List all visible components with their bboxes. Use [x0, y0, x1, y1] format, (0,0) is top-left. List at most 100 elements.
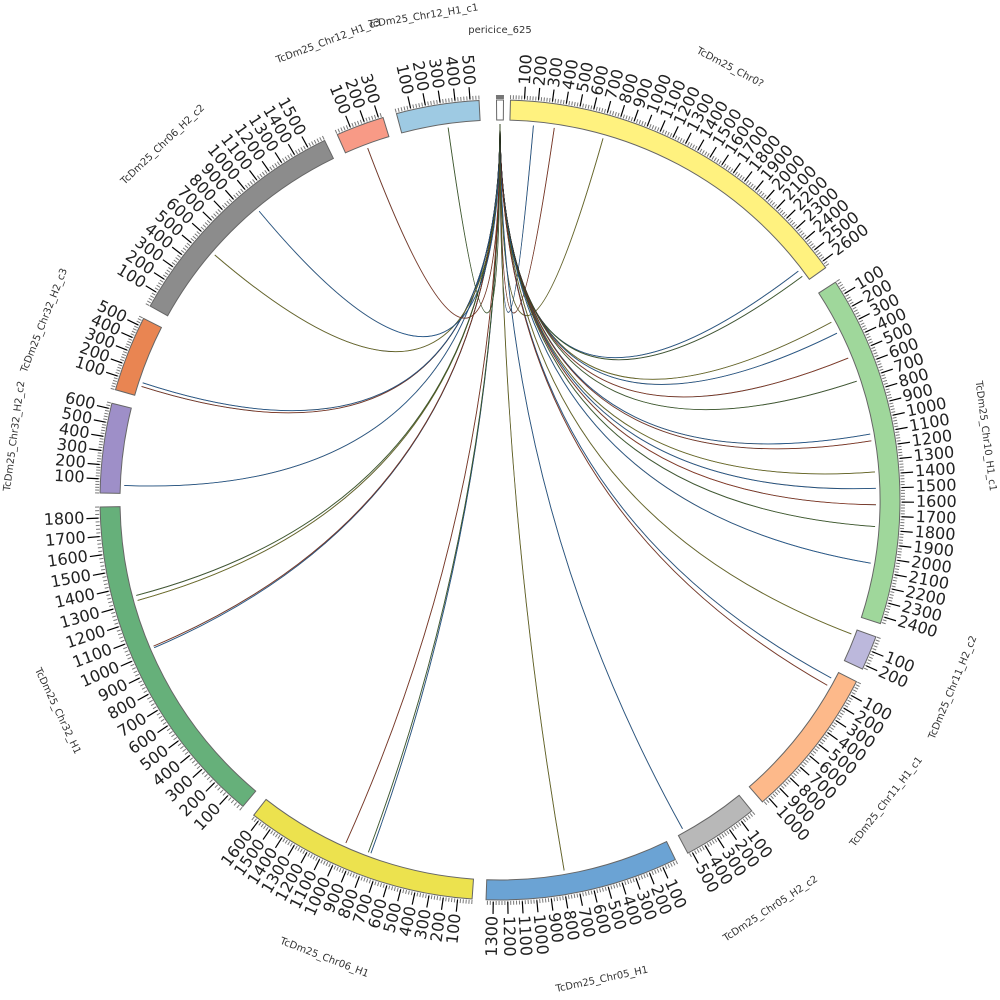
tick-mark: [146, 709, 158, 718]
tick-mark: [888, 602, 901, 607]
minor-tick: [194, 762, 198, 767]
tick-label: 1000: [530, 913, 553, 955]
minor-tick: [730, 168, 734, 173]
minor-tick: [264, 170, 268, 174]
tick-label: 300: [544, 56, 567, 89]
minor-tick: [873, 645, 878, 648]
minor-tick: [721, 833, 725, 838]
tick-label: 1800: [914, 522, 956, 544]
minor-tick: [228, 797, 232, 801]
minor-tick: [664, 865, 668, 870]
minor-tick: [738, 822, 742, 826]
minor-tick: [340, 127, 343, 132]
minor-tick: [749, 813, 753, 817]
minor-tick: [125, 345, 130, 349]
tick-label: 1300: [913, 442, 955, 465]
minor-tick: [162, 274, 167, 278]
tick-mark: [835, 720, 847, 728]
minor-tick: [876, 636, 881, 639]
minor-tick: [106, 401, 112, 404]
minor-tick: [297, 847, 301, 852]
minor-tick: [773, 203, 778, 208]
minor-tick: [191, 760, 196, 764]
minor-tick: [882, 379, 888, 383]
tick-mark: [850, 694, 863, 702]
tick-mark: [672, 126, 679, 138]
tick-mark: [889, 397, 902, 402]
tick-mark: [899, 456, 912, 460]
tick-mark: [895, 426, 908, 431]
minor-tick: [677, 136, 680, 141]
tick-mark: [579, 893, 583, 906]
minor-tick: [861, 325, 866, 328]
link-accent-17: [499, 123, 832, 679]
minor-tick: [873, 352, 878, 355]
minor-tick: [368, 116, 371, 121]
minor-tick: [624, 880, 627, 886]
segment-arc-7: [253, 798, 475, 900]
minor-tick: [806, 238, 811, 243]
minor-tick: [448, 897, 450, 902]
minor-tick: [334, 129, 338, 134]
tick-mark: [86, 517, 99, 520]
minor-tick: [897, 553, 902, 556]
minor-tick: [341, 869, 345, 874]
minor-tick: [811, 245, 816, 249]
minor-tick: [351, 122, 354, 127]
minor-tick: [723, 832, 727, 836]
segment-arc-9: [99, 402, 132, 494]
minor-tick: [239, 806, 243, 811]
minor-tick: [206, 219, 211, 224]
minor-tick: [886, 605, 891, 608]
minor-tick: [862, 327, 867, 331]
segment-name: TcDm25_Chr10_H1_c1: [972, 379, 998, 491]
minor-tick: [679, 137, 683, 142]
minor-tick: [893, 419, 898, 422]
tick-mark: [87, 462, 100, 466]
minor-tick: [664, 130, 668, 135]
minor-tick: [259, 173, 263, 178]
minor-tick: [649, 124, 652, 129]
segment-arc-6: [485, 840, 677, 901]
tick-mark: [179, 755, 191, 764]
tick-mark: [261, 160, 270, 172]
tick-mark: [121, 332, 133, 338]
minor-tick: [628, 116, 631, 121]
minor-tick: [312, 855, 316, 860]
minor-tick: [107, 597, 112, 600]
minor-tick: [196, 765, 201, 770]
minor-tick: [795, 770, 799, 775]
minor-tick: [247, 182, 251, 187]
link-accent-34: [447, 123, 501, 313]
minor-tick: [869, 653, 875, 657]
minor-tick: [747, 814, 751, 819]
link-accent-18: [499, 123, 828, 686]
minor-tick: [866, 662, 871, 665]
minor-tick: [646, 873, 649, 878]
minor-tick: [849, 301, 854, 305]
minor-tick: [355, 874, 358, 879]
minor-tick: [407, 890, 410, 895]
minor-tick: [725, 165, 729, 170]
minor-tick: [787, 217, 792, 222]
minor-tick: [638, 119, 641, 125]
minor-tick: [202, 224, 207, 228]
minor-tick: [289, 842, 293, 847]
minor-tick: [345, 125, 349, 130]
tick-mark: [105, 371, 118, 377]
minor-tick: [571, 101, 573, 106]
minor-tick: [893, 576, 898, 579]
minor-tick: [842, 288, 847, 292]
tick-mark: [137, 693, 149, 701]
minor-tick: [885, 388, 890, 391]
tick-mark: [881, 368, 893, 374]
minor-tick: [595, 106, 598, 111]
minor-tick: [388, 885, 391, 890]
ticks-layer: [86, 86, 914, 914]
tick-mark: [814, 241, 825, 251]
minor-tick: [156, 712, 161, 716]
minor-tick: [629, 879, 632, 884]
minor-tick: [582, 103, 585, 108]
minor-tick: [173, 737, 178, 741]
minor-tick: [739, 174, 743, 179]
